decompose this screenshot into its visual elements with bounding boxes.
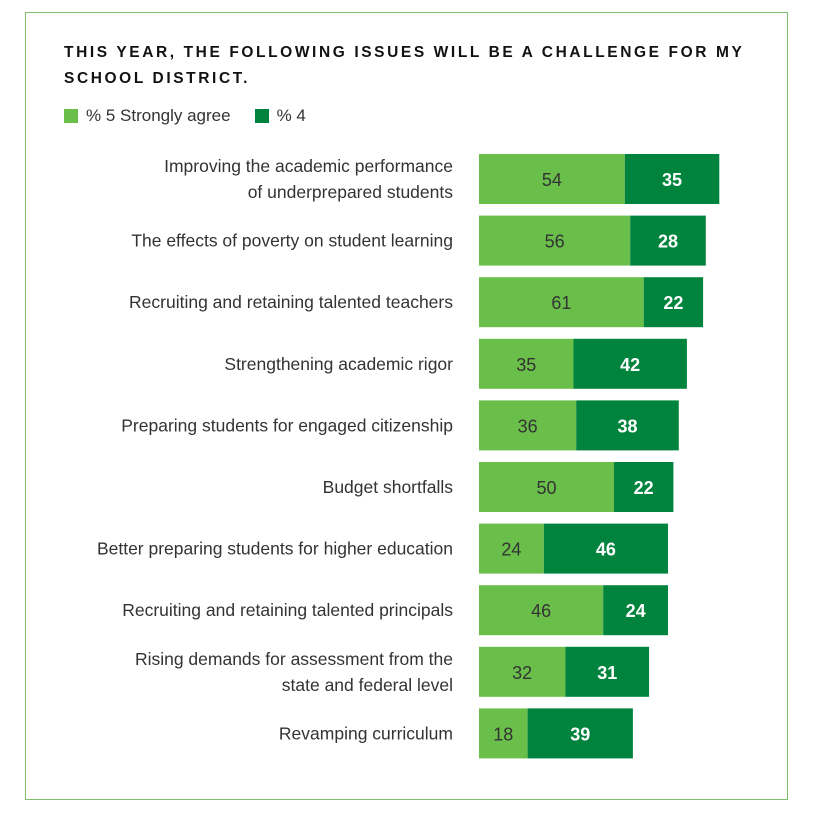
category-3-bar-strongly-agree [479, 277, 644, 328]
category-4-value-strongly-agree: 35 [516, 355, 536, 375]
category-6-bar-strongly-agree [479, 462, 614, 512]
category-7-value-strongly-agree: 24 [501, 540, 521, 560]
category-4-bar-strongly-agree [479, 338, 574, 389]
category-3-value-strongly-agree: 61 [551, 293, 571, 313]
category-7-bar-strongly-agree [479, 523, 544, 574]
category-9-label-line-1: Rising demands for assessment from the [135, 649, 453, 669]
category-8-bar-agree-4 [603, 585, 668, 636]
category-7-value-agree-4: 46 [596, 540, 616, 560]
category-3-label: Recruiting and retaining talented teache… [129, 292, 453, 312]
category-6-value-agree-4: 22 [634, 478, 654, 498]
category-1-bar-agree-4 [624, 154, 720, 204]
category-4-value-agree-4: 42 [620, 355, 640, 375]
category-5-bar-agree-4 [576, 400, 679, 451]
category-6-label: Budget shortfalls [323, 477, 454, 497]
category-6-value-strongly-agree: 50 [536, 478, 556, 498]
category-1-value-agree-4: 35 [662, 170, 682, 190]
category-7-label: Better preparing students for higher edu… [97, 539, 453, 559]
legend-swatch-strongly-agree [64, 109, 78, 123]
category-9-value-strongly-agree: 32 [512, 663, 532, 683]
category-1-label-line-2: of underprepared students [248, 182, 454, 202]
category-3-bar-agree-4 [643, 277, 704, 328]
legend-item-agree-4: % 4 [254, 106, 306, 126]
category-9-value-agree-4: 31 [597, 663, 617, 683]
legend-swatch-agree-4 [254, 109, 269, 123]
category-2-value-agree-4: 28 [658, 232, 678, 252]
legend-label-agree-4: % 4 [276, 106, 306, 125]
category-10-bar-strongly-agree [479, 708, 528, 759]
category-1-bar-strongly-agree [479, 154, 625, 204]
category-8-bar-strongly-agree [479, 585, 604, 636]
category-1-value-strongly-agree: 54 [542, 170, 562, 190]
legend-label-strongly-agree: % 5 Strongly agree [86, 106, 231, 125]
legend: % 5 Strongly agree % 4 [64, 104, 330, 128]
legend-item-strongly-agree: % 5 Strongly agree [64, 106, 231, 126]
category-6-bar-agree-4 [614, 462, 674, 512]
category-5-value-strongly-agree: 36 [518, 416, 538, 436]
category-4-bar-agree-4 [573, 338, 687, 389]
category-2-value-strongly-agree: 56 [545, 232, 565, 252]
category-2-bar-agree-4 [630, 215, 706, 266]
category-10-value-strongly-agree: 18 [493, 724, 513, 744]
chart-title: THIS YEAR, THE FOLLOWING ISSUES WILL BE … [64, 44, 745, 87]
category-8-value-agree-4: 24 [626, 601, 646, 621]
category-8-value-strongly-agree: 46 [531, 601, 551, 621]
category-2-bar-strongly-agree [479, 215, 631, 266]
category-9-label-line-2: state and federal level [282, 675, 453, 695]
category-2-label: The effects of poverty on student learni… [131, 231, 453, 251]
category-10-value-agree-4: 39 [570, 724, 590, 744]
category-3-value-agree-4: 22 [663, 293, 683, 313]
chart-frame [25, 12, 788, 800]
category-5-label: Preparing students for engaged citizensh… [121, 415, 453, 435]
category-5-value-agree-4: 38 [617, 416, 637, 436]
category-9-bar-strongly-agree [479, 646, 566, 697]
category-8-label: Recruiting and retaining talented princi… [122, 600, 453, 620]
category-7-bar-agree-4 [543, 523, 668, 574]
category-10-label: Revamping curriculum [279, 723, 453, 743]
category-1-label-line-1: Improving the academic performance [164, 156, 453, 176]
category-10-bar-agree-4 [527, 708, 633, 759]
category-9-bar-agree-4 [565, 646, 650, 697]
category-4-label: Strengthening academic rigor [224, 354, 453, 374]
category-5-bar-strongly-agree [479, 400, 577, 451]
